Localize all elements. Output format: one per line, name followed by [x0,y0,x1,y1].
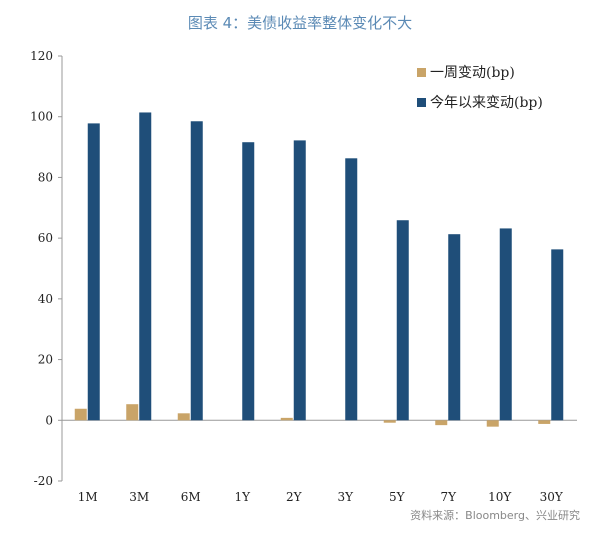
y-tick-label: 100 [30,110,53,124]
x-tick-label: 2Y [286,490,303,504]
legend-label: 一周变动(bp) [430,65,515,81]
x-tick-label: 3Y [337,490,354,504]
bar-ytd [87,123,100,421]
bar-ytd [345,158,358,421]
bar-ytd [499,228,512,421]
bar-ytd [551,249,564,421]
bar-week [486,420,499,427]
x-tick-label: 3M [129,490,149,504]
x-tick-label: 1M [78,490,98,504]
bar-ytd [190,121,203,421]
y-tick-label: 0 [45,413,53,427]
bar-ytd [139,112,152,421]
x-tick-label: 6M [181,490,201,504]
bar-week [435,420,448,426]
legend-swatch [417,68,426,77]
bar-ytd [242,142,255,421]
y-tick-label: 80 [38,170,53,184]
x-tick-label: 7Y [440,490,457,504]
x-tick-label: 5Y [389,490,406,504]
bar-week [383,420,396,423]
bar-week [74,408,87,421]
legend-label: 今年以来变动(bp) [430,95,543,111]
x-tick-label: 1Y [234,490,251,504]
bar-ytd [448,234,461,421]
bar-week [126,404,139,421]
bar-ytd [293,140,306,421]
y-tick-label: 40 [38,292,53,306]
y-tick-label: 60 [38,231,53,245]
y-tick-label: -20 [34,474,53,488]
bar-week [177,413,190,421]
x-tick-label: 30Y [540,490,564,504]
chart-title: 图表 4：美债收益率整体变化不大 [187,14,413,32]
bar-week [538,420,551,424]
bar-ytd [396,220,409,421]
bar-week [280,417,293,421]
x-tick-label: 10Y [488,490,512,504]
y-tick-label: 20 [38,353,53,367]
source-note: 资料来源：Bloomberg、兴业研究 [410,509,580,522]
legend-swatch [417,98,426,107]
y-tick-label: 120 [30,49,53,63]
